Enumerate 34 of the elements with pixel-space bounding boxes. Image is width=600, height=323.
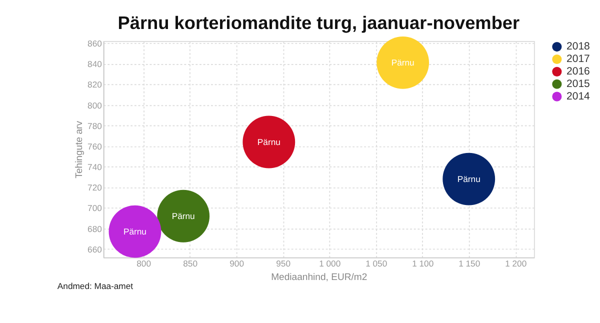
y-tick-label: 820 — [88, 80, 102, 90]
y-axis-title: Tehingute arv — [74, 120, 85, 178]
y-tick-label: 680 — [88, 224, 102, 234]
y-tick-label: 840 — [88, 59, 102, 70]
x-tick-label: 1 100 — [412, 258, 434, 268]
x-tick-label: 950 — [276, 258, 291, 268]
annotation: Pärnu — [457, 174, 481, 184]
annotation: Pärnu — [257, 136, 281, 147]
x-tick-label: 1 200 — [505, 258, 527, 268]
annotation: Pärnu — [123, 226, 147, 236]
x-tick-label: 1 000 — [319, 258, 341, 268]
y-tick-label: 700 — [88, 203, 102, 214]
x-tick-label: 1 150 — [458, 258, 480, 268]
annotation: Pärnu — [391, 58, 415, 68]
legend-label: 2018 — [566, 40, 590, 53]
x-axis-title: Mediaanhind, EUR/m2 — [271, 272, 368, 283]
legend-label: 2017 — [566, 53, 590, 66]
x-tick-label: 900 — [230, 258, 244, 268]
y-tick-label: 780 — [88, 120, 102, 131]
legend-label: 2014 — [566, 90, 590, 102]
legend-label: 2016 — [566, 66, 590, 78]
x-tick-label: 800 — [136, 258, 152, 268]
y-tick-label: 660 — [88, 244, 102, 254]
y-tick-label: 800 — [88, 100, 102, 110]
text: Andmed: Maa-amet — [57, 280, 134, 291]
legend-label: 2015 — [566, 78, 590, 90]
y-tick-label: 760 — [88, 141, 102, 152]
chart-title: Pärnu korteriomandite turg, jaanuar-november — [118, 12, 520, 33]
y-tick-label: 740 — [88, 162, 102, 172]
x-tick-label: 850 — [183, 258, 198, 268]
annotation: Pärnu — [172, 211, 196, 222]
y-tick-label: 860 — [88, 38, 102, 48]
x-tick-label: 1 050 — [366, 258, 388, 268]
y-tick-label: 720 — [88, 182, 102, 193]
